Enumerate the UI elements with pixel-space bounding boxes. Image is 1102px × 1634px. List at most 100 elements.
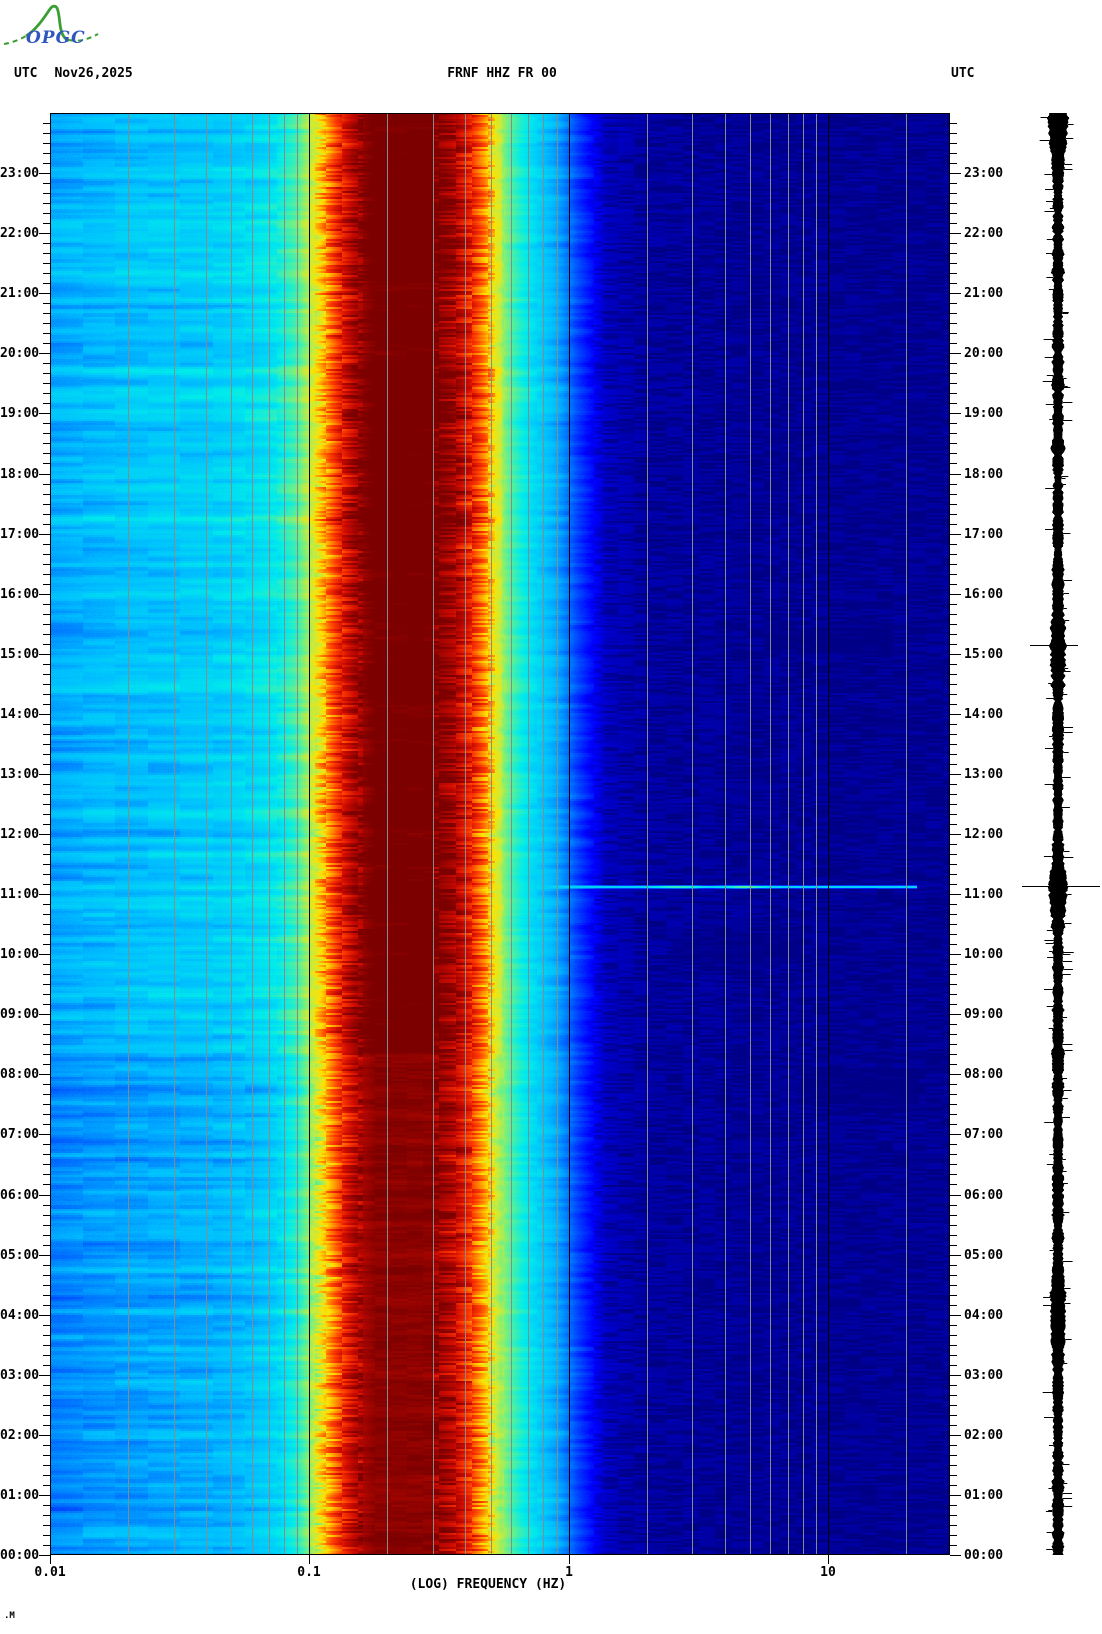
time-label-left: 11:00 xyxy=(0,887,40,902)
time-tick-right xyxy=(950,834,961,835)
time-tick-left xyxy=(43,484,50,485)
time-tick-left xyxy=(39,233,50,234)
time-tick-right xyxy=(950,734,957,735)
time-tick-left xyxy=(43,423,50,424)
time-tick-left xyxy=(43,1104,50,1105)
time-tick-left xyxy=(43,383,50,384)
time-tick-right xyxy=(950,624,957,625)
time-tick-right xyxy=(950,1024,957,1025)
time-label-left: 10:00 xyxy=(0,947,40,962)
time-tick-right xyxy=(950,1385,957,1386)
time-label-left: 15:00 xyxy=(0,647,40,662)
time-tick-right xyxy=(950,964,957,965)
seismogram-trace-canvas xyxy=(1000,113,1102,1555)
time-tick-left xyxy=(43,1415,50,1416)
time-tick-right xyxy=(950,1124,957,1125)
time-tick-right xyxy=(950,654,961,655)
freq-tick-label: 0.1 xyxy=(297,1565,321,1580)
time-label-left: 02:00 xyxy=(0,1428,40,1443)
time-tick-left xyxy=(43,243,50,244)
time-tick-right xyxy=(950,123,957,124)
x-axis-label: (LOG) FREQUENCY (HZ) xyxy=(409,1577,567,1592)
time-tick-left xyxy=(43,824,50,825)
time-label-right: 08:00 xyxy=(964,1067,1004,1082)
time-tick-right xyxy=(950,1084,957,1085)
time-tick-right xyxy=(950,403,957,404)
time-tick-left xyxy=(43,1525,50,1526)
time-label-left: 07:00 xyxy=(0,1127,40,1142)
utc-label-left: UTC xyxy=(14,66,38,81)
time-tick-right xyxy=(950,213,957,214)
freq-tick xyxy=(309,1555,310,1564)
time-tick-left xyxy=(43,804,50,805)
time-tick-right xyxy=(950,784,957,785)
time-tick-left xyxy=(43,1395,50,1396)
plot-title: FRNF HHZ FR 00 xyxy=(447,66,557,81)
time-tick-left xyxy=(43,1515,50,1516)
time-tick-left xyxy=(43,1154,50,1155)
time-tick-left xyxy=(43,1285,50,1286)
time-tick-right xyxy=(950,253,957,254)
time-tick-right xyxy=(950,453,957,454)
time-tick-left xyxy=(43,584,50,585)
time-tick-right xyxy=(950,594,961,595)
time-tick-left xyxy=(43,443,50,444)
time-tick-left xyxy=(43,744,50,745)
time-tick-left xyxy=(43,994,50,995)
time-label-right: 01:00 xyxy=(964,1488,1004,1503)
time-tick-left xyxy=(43,1235,50,1236)
time-tick-right xyxy=(950,924,957,925)
time-tick-right xyxy=(950,303,957,304)
opgc-logo-curve xyxy=(3,4,99,45)
time-tick-left xyxy=(43,1205,50,1206)
time-tick-left xyxy=(43,453,50,454)
time-tick-left xyxy=(43,1144,50,1145)
time-tick-right xyxy=(950,1455,957,1456)
time-label-right: 00:00 xyxy=(964,1548,1004,1563)
time-tick-left xyxy=(43,754,50,755)
time-tick-right xyxy=(950,914,957,915)
time-tick-right xyxy=(950,854,957,855)
corner-mark: .M xyxy=(4,1611,15,1621)
time-tick-right xyxy=(950,1315,961,1316)
time-tick-left xyxy=(43,514,50,515)
time-label-left: 14:00 xyxy=(0,707,40,722)
time-tick-left xyxy=(43,664,50,665)
time-tick-left xyxy=(43,1184,50,1185)
time-tick-left xyxy=(43,704,50,705)
time-tick-left xyxy=(43,193,50,194)
time-tick-right xyxy=(950,1375,961,1376)
time-tick-left xyxy=(43,433,50,434)
time-label-right: 12:00 xyxy=(964,827,1004,842)
time-tick-right xyxy=(950,393,957,394)
time-tick-left xyxy=(39,894,50,895)
time-tick-right xyxy=(950,934,957,935)
time-tick-right xyxy=(950,604,957,605)
time-tick-right xyxy=(950,1184,957,1185)
time-tick-left xyxy=(43,564,50,565)
time-tick-right xyxy=(950,1164,957,1165)
time-label-left: 01:00 xyxy=(0,1488,40,1503)
time-tick-right xyxy=(950,383,957,384)
time-label-right: 14:00 xyxy=(964,707,1004,722)
time-tick-right xyxy=(950,534,961,535)
time-tick-left xyxy=(43,844,50,845)
time-tick-right xyxy=(950,1134,961,1135)
time-tick-left xyxy=(43,263,50,264)
time-label-left: 00:00 xyxy=(0,1548,40,1563)
time-tick-right xyxy=(950,664,957,665)
time-tick-right xyxy=(950,864,957,865)
time-tick-left xyxy=(43,604,50,605)
freq-tick xyxy=(569,1555,570,1564)
time-tick-left xyxy=(43,1245,50,1246)
time-tick-right xyxy=(950,143,957,144)
time-tick-right xyxy=(950,614,957,615)
time-tick-left xyxy=(43,974,50,975)
time-tick-left xyxy=(39,1495,50,1496)
time-tick-left xyxy=(43,924,50,925)
time-label-left: 04:00 xyxy=(0,1308,40,1323)
time-tick-right xyxy=(950,1225,957,1226)
time-tick-left xyxy=(43,1124,50,1125)
time-tick-right xyxy=(950,293,961,294)
